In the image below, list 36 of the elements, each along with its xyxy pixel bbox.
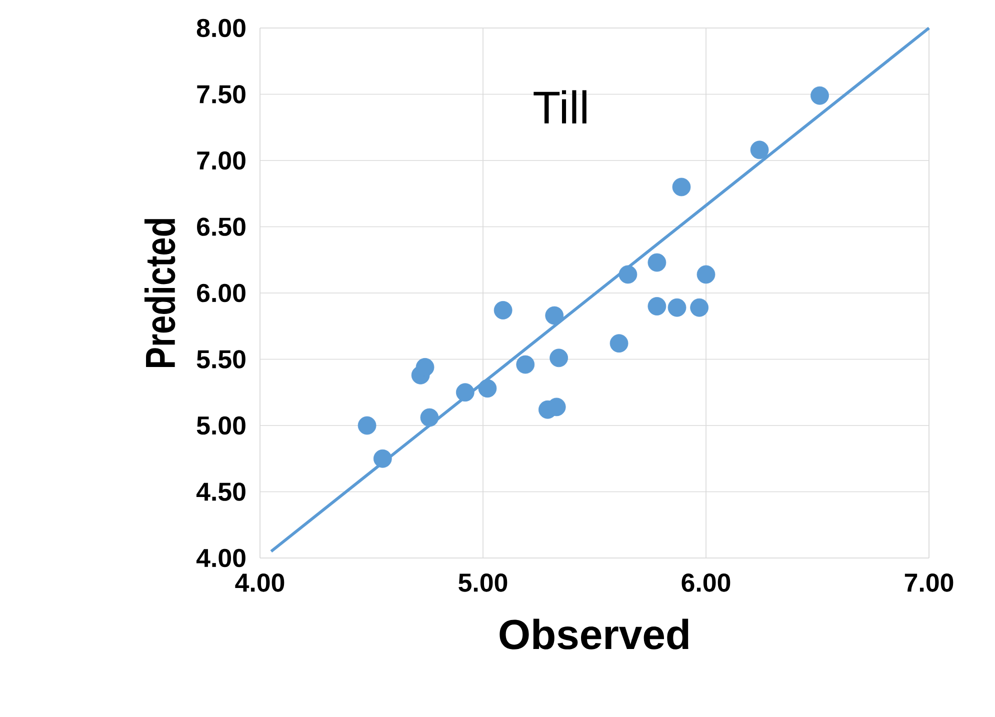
y-tick-label: 8.00	[196, 18, 246, 38]
point	[456, 383, 474, 402]
point	[420, 408, 439, 427]
y-tick-label: 6.00	[197, 284, 246, 302]
point	[750, 140, 769, 160]
x-tick-label: 6.00	[682, 574, 730, 592]
x-tick-label: 7.00	[904, 574, 954, 592]
point	[545, 306, 564, 325]
y-axis-title: Predicted	[144, 218, 176, 368]
point	[550, 348, 568, 368]
point	[610, 334, 628, 353]
point	[478, 379, 497, 398]
text: Till	[534, 90, 586, 124]
x-axis-title: Observed	[500, 618, 688, 650]
y-tick-label: 7.50	[197, 85, 246, 104]
y-tick-label: 7.00	[197, 151, 246, 170]
x-tick-label: 5.00	[458, 574, 508, 592]
point	[648, 297, 666, 316]
point	[516, 355, 535, 374]
y-tick-label: 6.50	[197, 218, 246, 236]
point	[618, 265, 638, 284]
x-tick-label: 4.00	[235, 574, 284, 592]
y-tick-label: 5.00	[196, 416, 246, 435]
point	[696, 265, 716, 284]
point	[668, 298, 686, 317]
point	[672, 178, 691, 196]
point	[358, 416, 376, 435]
point	[648, 253, 666, 272]
point	[810, 86, 829, 105]
point	[373, 449, 392, 468]
point	[690, 298, 709, 317]
point	[416, 358, 434, 376]
y-tick-label: 5.50	[196, 350, 246, 368]
point	[494, 301, 512, 320]
y-tick-label: 4.50	[196, 482, 246, 501]
y-tick-label: 4.00	[196, 548, 246, 568]
